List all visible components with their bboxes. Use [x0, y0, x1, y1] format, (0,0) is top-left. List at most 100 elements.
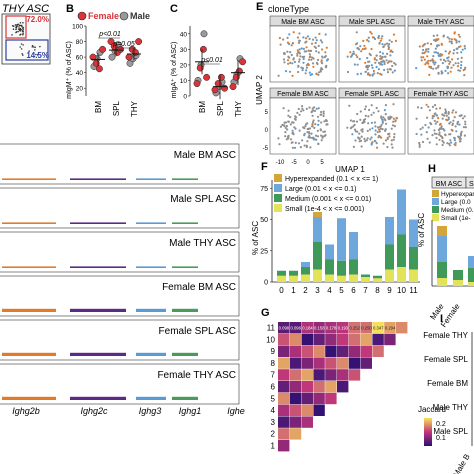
umap-point	[463, 68, 466, 71]
umap-point	[370, 113, 373, 116]
heatmap-cell	[301, 322, 313, 334]
heatmap-cell	[396, 322, 408, 334]
heatmap-cell	[348, 333, 361, 346]
umap-point	[308, 37, 311, 41]
gene-track-frame	[0, 143, 240, 185]
umap-point	[392, 33, 396, 36]
umap-point	[352, 120, 355, 123]
panel-h-legend-swatch	[432, 190, 439, 197]
umap-point	[436, 34, 439, 37]
umap-point	[369, 138, 372, 141]
flow-dot	[22, 54, 24, 56]
umap-point	[390, 143, 393, 146]
umap-point	[346, 55, 349, 58]
umap-point	[302, 47, 305, 51]
umap-point	[435, 143, 438, 146]
flow-dot	[21, 53, 24, 55]
flow-dot	[16, 25, 18, 27]
panel-i-bottom-label: Male B	[451, 453, 471, 474]
heatmap-row-labels: 11 10 9 8 7 6 5 4 3 2 1	[266, 324, 275, 451]
umap-point	[292, 31, 295, 34]
heatmap-cell	[278, 416, 290, 428]
umap-point	[305, 40, 308, 43]
flow-dot	[15, 28, 17, 31]
umap-point	[442, 35, 445, 38]
panel-h-ylabel: % of ASC	[417, 213, 426, 247]
gene-coverage-bar	[136, 352, 166, 356]
panel-f-category: 9	[387, 286, 392, 295]
umap-point	[423, 52, 426, 55]
umap-point	[346, 126, 349, 129]
umap-point	[360, 50, 363, 53]
umap-point	[366, 38, 369, 42]
umap-point	[308, 53, 311, 56]
panel-f-bar-segment	[373, 278, 382, 282]
umap-xlabel: UMAP 1	[335, 165, 365, 174]
heatmap-row-label: 8	[271, 359, 276, 368]
umap-ytick: -5	[263, 146, 269, 152]
gene-coverage-bar	[70, 308, 126, 312]
heatmap-cell	[384, 333, 396, 346]
panel-b-category: SPL	[112, 100, 121, 116]
umap-point	[368, 108, 371, 112]
umap-point	[301, 107, 304, 110]
umap-point	[278, 143, 281, 146]
umap-point	[282, 38, 285, 41]
panel-f-category: 6	[351, 286, 356, 295]
umap-point	[437, 44, 440, 47]
umap-point	[318, 32, 321, 36]
umap-point	[439, 134, 442, 138]
umap-point	[415, 67, 418, 70]
umap-point	[436, 120, 439, 123]
umap-point	[435, 136, 438, 139]
umap-point	[323, 120, 326, 123]
umap-ytick: 0	[265, 128, 269, 134]
umap-point	[453, 49, 456, 52]
gene-label: Ighg3	[139, 406, 162, 416]
panel-f-category: 4	[327, 286, 332, 295]
umap-point	[421, 140, 425, 144]
heatmap-cell	[372, 333, 384, 346]
umap-point	[297, 142, 301, 145]
umap-point	[449, 70, 452, 73]
umap-point	[426, 116, 429, 119]
umap-point	[308, 106, 311, 109]
heatmap-cell	[289, 381, 302, 393]
umap-point	[425, 131, 428, 134]
umap-point	[300, 66, 303, 69]
panel-f-bar-segment	[385, 269, 394, 282]
panel-h-legend-swatch	[432, 198, 439, 205]
heatmap-cell	[325, 322, 337, 334]
umap-point	[303, 134, 306, 137]
umap-point	[438, 133, 441, 136]
gene-coverage-bar	[2, 222, 56, 224]
umap-point	[374, 61, 377, 64]
umap-point	[427, 50, 430, 53]
panel-b-category: THY	[130, 100, 139, 117]
panel-f-ticks: 0 25 50 75	[260, 186, 272, 287]
panel-h-tab-1-label: BM ASC	[436, 181, 462, 188]
heatmap-cell	[313, 404, 325, 416]
umap-point	[433, 129, 436, 132]
umap-point	[305, 144, 308, 147]
umap-point	[391, 146, 394, 149]
umap-point	[300, 47, 303, 50]
gene-track-list: Male BM ASC Male SPL ASC Male THY ASC Femal…	[0, 143, 240, 405]
umap-point	[448, 122, 451, 125]
heatmap-cell	[325, 345, 337, 357]
heatmap-row-label: 9	[271, 347, 276, 356]
umap-point	[367, 40, 370, 43]
umap-point	[356, 112, 359, 116]
flow-dot	[22, 33, 24, 36]
umap-point	[307, 63, 310, 67]
heatmap-cell	[301, 369, 313, 381]
umap-point	[384, 55, 387, 58]
umap-point	[377, 68, 380, 71]
umap-point	[442, 58, 446, 62]
umap-point	[463, 44, 466, 48]
umap-point	[317, 119, 320, 122]
panel-h-letter: H	[428, 163, 436, 175]
umap-point	[422, 48, 425, 52]
umap-point	[377, 128, 381, 131]
umap-point	[393, 62, 396, 65]
